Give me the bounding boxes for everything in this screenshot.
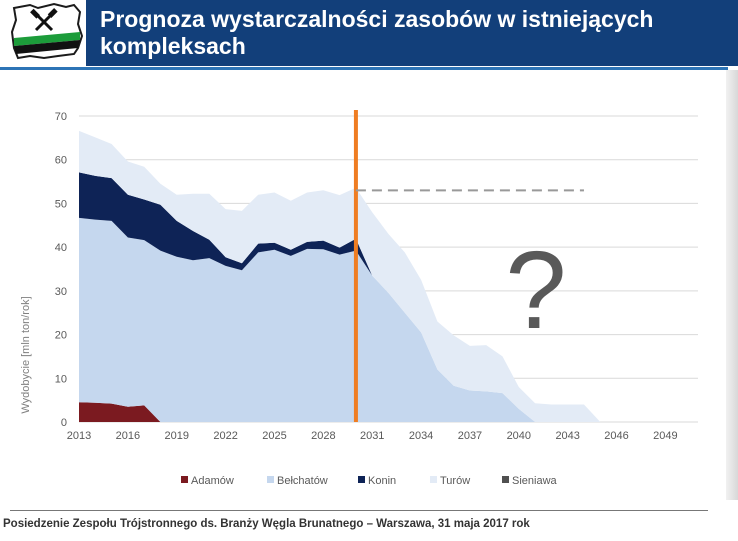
- header-rule: [0, 67, 728, 70]
- header: Prognoza wystarczalności zasobów w istni…: [0, 0, 738, 66]
- legend-swatch: [502, 476, 509, 483]
- legend-swatch: [430, 476, 437, 483]
- question-mark-icon: ?: [505, 229, 566, 352]
- y-tick-label: 40: [55, 242, 67, 254]
- mining-logo-icon: [10, 2, 84, 60]
- overlays: [353, 110, 584, 422]
- series-areas: [79, 130, 682, 422]
- footer-rule: [10, 510, 708, 511]
- legend-label: Adamów: [191, 475, 234, 487]
- x-tick-label: 2040: [507, 430, 531, 442]
- x-tick-label: 2013: [67, 430, 91, 442]
- side-shadow: [726, 70, 738, 500]
- x-tick-label: 2019: [164, 430, 188, 442]
- y-tick-label: 20: [55, 330, 67, 342]
- legend-label: Bełchatów: [277, 475, 328, 487]
- legend-swatch: [181, 476, 188, 483]
- series-area-bełchatów: [79, 217, 682, 422]
- y-tick-labels: 0 10 20 30 40 50 60 70: [55, 111, 67, 429]
- y-tick-label: 60: [55, 155, 67, 167]
- legend-label: Konin: [368, 475, 396, 487]
- title-bar: Prognoza wystarczalności zasobów w istni…: [86, 0, 738, 66]
- logo: [8, 2, 86, 62]
- x-tick-label: 2037: [458, 430, 482, 442]
- y-tick-label: 30: [55, 286, 67, 298]
- chart-svg: 0 10 20 30 40 50 60 70 2013 2016 2019 2022 2025 2028…: [20, 110, 698, 487]
- x-tick-label: 2049: [653, 430, 677, 442]
- x-tick-label: 2016: [116, 430, 140, 442]
- legend-swatch: [267, 476, 274, 483]
- legend-label: Sieniawa: [512, 475, 558, 487]
- chart-area: 0 10 20 30 40 50 60 70 2013 2016 2019 2022 2025 2028…: [0, 90, 726, 510]
- legend-label: Turów: [440, 475, 470, 487]
- legend: Adamów Bełchatów Konin Turów Sieniawa: [181, 475, 558, 487]
- y-tick-label: 10: [55, 373, 67, 385]
- y-axis-label: Wydobycie [mln ton/rok]: [20, 296, 32, 413]
- series-area-adamów: [79, 402, 682, 422]
- x-tick-label: 2046: [604, 430, 628, 442]
- x-tick-label: 2043: [555, 430, 579, 442]
- y-tick-label: 0: [61, 417, 67, 429]
- y-tick-label: 70: [55, 111, 67, 123]
- y-tick-label: 50: [55, 198, 67, 210]
- x-tick-label: 2034: [409, 430, 433, 442]
- x-tick-label: 2022: [213, 430, 237, 442]
- series-area-turów: [79, 130, 682, 422]
- legend-swatch: [358, 476, 365, 483]
- x-tick-label: 2025: [262, 430, 286, 442]
- x-tick-labels: 2013 2016 2019 2022 2025 2028 2031 2034 2037 2040…: [67, 430, 678, 442]
- footer-text: Posiedzenie Zespołu Trójstronnego ds. Br…: [3, 518, 530, 530]
- x-tick-label: 2028: [311, 430, 335, 442]
- x-tick-label: 2031: [360, 430, 384, 442]
- page-title: Prognoza wystarczalności zasobów w istni…: [100, 6, 654, 59]
